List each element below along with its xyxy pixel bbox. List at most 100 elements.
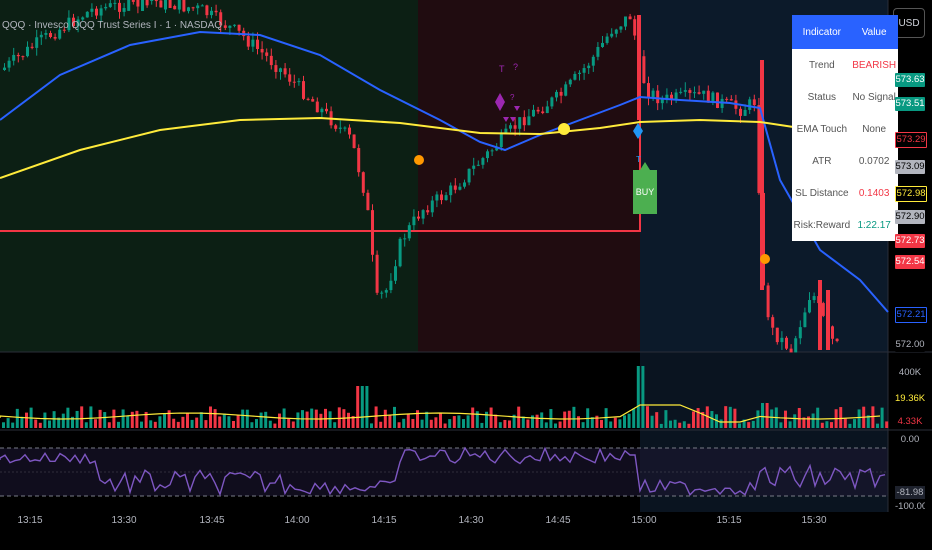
candle-body — [288, 74, 292, 82]
candle-body — [633, 19, 637, 36]
volume-bar — [503, 419, 507, 428]
candle-body — [564, 84, 568, 96]
candle-body — [522, 117, 526, 126]
volume-bar — [199, 412, 203, 428]
volume-bar — [797, 407, 801, 428]
candle-body — [481, 158, 485, 165]
volume-bar — [816, 407, 820, 428]
candle-body — [283, 68, 287, 75]
candle-body — [821, 303, 825, 316]
volume-bar — [356, 386, 360, 428]
volume-bar — [853, 419, 856, 428]
price-label: 572.21 — [895, 307, 927, 323]
volume-bar — [287, 418, 291, 428]
candle-body — [697, 92, 701, 94]
candle-body — [233, 24, 236, 26]
volume-bar — [705, 406, 709, 428]
candle-body — [279, 68, 282, 72]
volume-bar — [540, 412, 544, 428]
candle-body — [159, 0, 163, 8]
currency-button[interactable]: USD — [893, 8, 925, 38]
candle-body — [798, 327, 802, 339]
oscillator-line — [0, 446, 886, 497]
candle-body — [504, 128, 508, 134]
volume-bar — [167, 410, 171, 428]
candle-body — [449, 185, 453, 196]
candle-body — [35, 37, 39, 48]
candle-body — [141, 0, 144, 11]
candle-body — [541, 111, 545, 114]
volume-bar — [15, 408, 19, 428]
candle-body — [26, 46, 29, 57]
candle-body — [228, 25, 232, 28]
volume-bar — [600, 419, 603, 428]
down-triangle-icon — [503, 117, 509, 122]
volume-bar — [710, 411, 714, 428]
ema-touch-dot — [414, 155, 424, 165]
candle-body — [251, 39, 255, 47]
candle-body — [555, 91, 558, 98]
price-label: 572.73 — [895, 234, 925, 248]
candle-body — [154, 0, 158, 2]
volume-bar — [259, 412, 263, 428]
volume-bar — [466, 415, 470, 428]
symbol-title[interactable]: QQQ · Invesco QQQ Trust Series I · 1 · N… — [2, 20, 223, 31]
candle-body — [16, 54, 20, 57]
volume-bar — [544, 422, 548, 428]
volume-bar — [333, 422, 337, 428]
volume-bar — [494, 414, 498, 428]
price-label: 572.54 — [895, 255, 925, 269]
candle-body — [760, 60, 764, 290]
candle-body — [660, 98, 664, 104]
volume-bar — [406, 414, 410, 428]
question-marker-icon: T — [636, 155, 641, 164]
volume-bar — [673, 419, 677, 428]
buy-signal-marker[interactable] — [633, 162, 657, 214]
volume-bar — [296, 412, 300, 428]
candle-body — [403, 238, 407, 240]
candle-body — [131, 0, 135, 2]
time-label: 14:15 — [371, 515, 397, 526]
candle-body — [191, 7, 195, 9]
volume-bar — [218, 416, 222, 428]
candle-body — [578, 72, 581, 74]
time-label: 15:15 — [716, 515, 742, 526]
candle-body — [246, 36, 250, 47]
candle-body — [711, 92, 715, 103]
candle-body — [95, 8, 98, 16]
candle-body — [752, 99, 756, 106]
candle-body — [150, 0, 154, 1]
volume-bar — [784, 410, 787, 428]
candle-body — [398, 238, 402, 267]
volume-bar — [397, 422, 401, 428]
volume-bar — [770, 409, 774, 428]
candle-body — [205, 5, 209, 16]
candle-body — [582, 68, 586, 73]
volume-bar — [310, 408, 314, 428]
candle-body — [357, 148, 361, 173]
time-label: 14:45 — [545, 515, 571, 526]
candle-body — [706, 90, 710, 103]
row-label: Trend — [808, 59, 835, 71]
candle-body — [495, 147, 499, 151]
candle-body — [375, 254, 379, 293]
row-label: SL Distance — [795, 187, 849, 199]
candle-body — [21, 56, 25, 58]
candle-body — [210, 10, 213, 16]
volume-bar — [236, 414, 240, 428]
candle-body — [200, 5, 204, 7]
diamond-signal-icon — [495, 93, 505, 111]
candle-body — [104, 6, 108, 9]
row-value: BEARISH — [852, 59, 897, 71]
candle-body — [113, 2, 117, 4]
candle-body — [476, 164, 480, 166]
volume-bar — [876, 423, 879, 428]
volume-bar — [788, 421, 792, 428]
osc-value: -81.98 — [895, 486, 925, 499]
candle-body — [587, 65, 591, 69]
row-value: 1:22.17 — [857, 219, 891, 231]
candle-body — [647, 83, 650, 98]
row-label: EMA Touch — [796, 123, 848, 135]
volume-bar — [117, 421, 120, 428]
